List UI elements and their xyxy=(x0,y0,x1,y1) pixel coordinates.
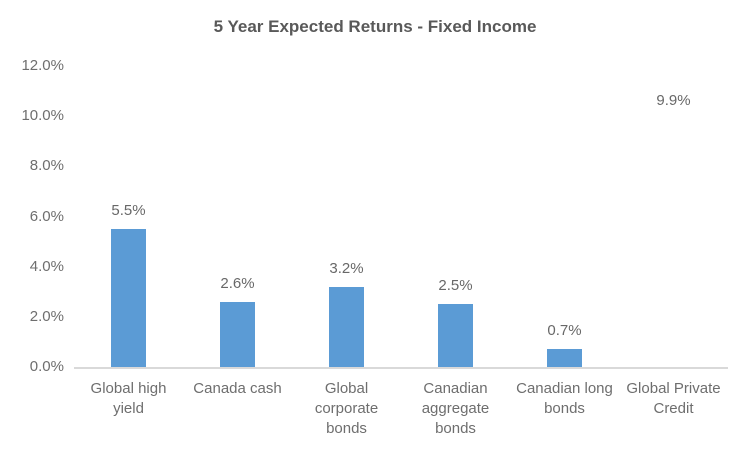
bar-5 xyxy=(547,349,582,367)
y-tick-label: 4.0% xyxy=(29,257,64,275)
x-axis-line xyxy=(74,367,728,369)
bar-3 xyxy=(329,286,364,367)
x-category-label: Global corporate bonds xyxy=(314,380,379,437)
x-category-label: Canadian aggregate bonds xyxy=(421,380,490,437)
y-tick-label: 0.0% xyxy=(29,358,64,375)
bar-value-label: 2.6% xyxy=(220,274,255,292)
y-tick-label: 12.0% xyxy=(21,57,64,74)
bar-value-label: 3.2% xyxy=(329,259,364,277)
bar-value-label: 0.7% xyxy=(547,322,582,340)
y-tick-label: 2.0% xyxy=(29,307,64,325)
y-tick-label: 8.0% xyxy=(29,157,64,175)
bar-2 xyxy=(220,301,255,367)
x-category-label: Canadian long bonds xyxy=(516,380,613,417)
y-tick-label: 6.0% xyxy=(29,207,64,225)
x-category-label: Global high yield xyxy=(90,380,167,417)
x-category-label: Global Private Credit xyxy=(626,380,721,417)
y-tick-label: 10.0% xyxy=(21,107,64,125)
x-category-label: Canada cash xyxy=(193,380,282,397)
chart-title: 5 Year Expected Returns - Fixed Income xyxy=(213,17,537,36)
bar-4 xyxy=(438,304,473,367)
bar-value-label: 2.5% xyxy=(438,277,473,295)
bar-value-label: 5.5% xyxy=(111,202,146,220)
bar-value-label: 9.9% xyxy=(656,91,691,109)
bar-1 xyxy=(111,229,146,367)
